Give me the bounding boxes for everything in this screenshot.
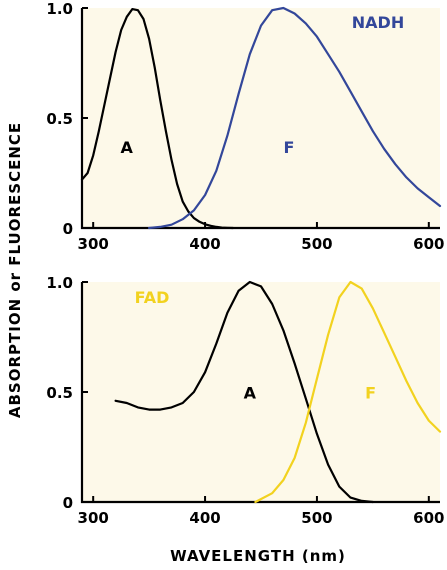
nadh-y-tick-label: 1.0 [46,0,73,18]
nadh-x-tick-label: 600 [413,235,444,253]
nadh-plot-area [82,8,440,228]
fad-panel: 300 400 500 600 0 0.5 1.0 A F FAD [46,274,444,527]
nadh-absorption-label: A [121,138,134,157]
fad-x-tick-label: 600 [413,509,444,527]
fad-y-tick-label: 0 [63,494,73,512]
fad-plot-area [82,282,440,502]
fad-y-tick-label: 1.0 [46,274,73,292]
nadh-panel: 300 400 500 600 0 0.5 1.0 A F NADH [46,0,444,253]
fad-y-tick-label: 0.5 [46,384,73,402]
fad-fluorescence-curve [254,280,442,504]
nadh-y-tick-label: 0 [63,220,73,238]
fad-x-tick-label: 300 [78,509,109,527]
fad-fluorescence-label: F [365,384,376,403]
nadh-compound-label: NADH [352,13,404,32]
nadh-y-tick-label: 0.5 [46,110,73,128]
fad-absorption-curve [114,280,374,504]
nadh-x-tick-label: 300 [78,235,109,253]
fad-x-tick-label: 500 [301,509,332,527]
nadh-x-tick-label: 400 [189,235,220,253]
nadh-fluorescence-label: F [284,138,295,157]
nadh-x-tick-label: 500 [301,235,332,253]
nadh-absorption-curve [80,8,235,230]
fad-compound-label: FAD [135,288,170,307]
nadh-fluorescence-curve [148,6,442,230]
fad-absorption-label: A [244,384,257,403]
x-axis-title: WAVELENGTH (nm) [170,547,346,565]
fad-x-tick-label: 400 [189,509,220,527]
y-axis-title: ABSORPTION or FLUORESCENCE [6,122,24,418]
